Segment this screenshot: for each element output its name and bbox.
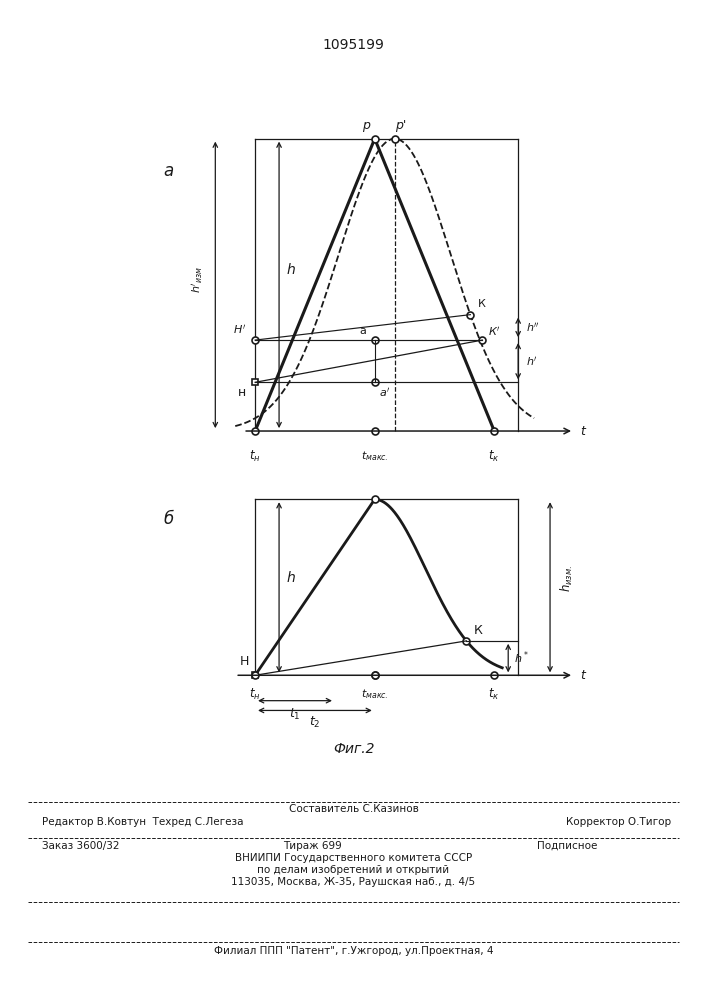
- Text: Заказ 3600/32: Заказ 3600/32: [42, 841, 120, 851]
- Text: Редактор В.Ковтун  Техред С.Легеза: Редактор В.Ковтун Техред С.Легеза: [42, 817, 244, 827]
- Text: р: р: [362, 119, 370, 132]
- Text: К: К: [477, 299, 486, 309]
- Text: t: t: [580, 669, 585, 682]
- Text: $t_1$: $t_1$: [289, 707, 301, 722]
- Text: $t_н$: $t_н$: [250, 687, 261, 702]
- Text: $h^*$: $h^*$: [514, 650, 529, 666]
- Text: $t_н$: $t_н$: [250, 449, 261, 464]
- Text: Подписное: Подписное: [537, 841, 597, 851]
- Text: н: н: [238, 386, 247, 399]
- Text: Составитель С.Казинов: Составитель С.Казинов: [288, 804, 419, 814]
- Text: h: h: [286, 571, 295, 585]
- Text: а: а: [359, 326, 366, 336]
- Text: б: б: [163, 510, 174, 528]
- Text: h: h: [286, 263, 295, 277]
- Text: $h''$: $h''$: [526, 321, 540, 334]
- Text: Фиг.2: Фиг.2: [333, 742, 374, 756]
- Text: а: а: [163, 162, 174, 180]
- Text: $t_2$: $t_2$: [309, 715, 321, 730]
- Text: Тираж 699: Тираж 699: [283, 841, 341, 851]
- Text: $H'$: $H'$: [233, 323, 247, 336]
- Text: $t_{макс.}$: $t_{макс.}$: [361, 449, 389, 463]
- Text: Н: Н: [240, 655, 249, 668]
- Text: t: t: [580, 425, 585, 438]
- Text: $t_{макс.}$: $t_{макс.}$: [361, 687, 389, 701]
- Text: Филиал ППП "Патент", г.Ужгород, ул.Проектная, 4: Филиал ППП "Патент", г.Ужгород, ул.Проек…: [214, 946, 493, 956]
- Text: $h_{изм.}$: $h_{изм.}$: [559, 565, 575, 592]
- Text: ВНИИПИ Государственного комитета СССР: ВНИИПИ Государственного комитета СССР: [235, 853, 472, 863]
- Text: р': р': [395, 119, 406, 132]
- Text: К: К: [474, 624, 482, 637]
- Text: Корректор О.Тигор: Корректор О.Тигор: [566, 817, 671, 827]
- Text: по делам изобретений и открытий: по делам изобретений и открытий: [257, 865, 450, 875]
- Text: $t_к$: $t_к$: [489, 449, 500, 464]
- Text: $а'$: $а'$: [380, 386, 391, 399]
- Text: 113035, Москва, Ж-35, Раушская наб., д. 4/5: 113035, Москва, Ж-35, Раушская наб., д. …: [231, 877, 476, 887]
- Text: $h'_{изм}$: $h'_{изм}$: [191, 265, 205, 293]
- Text: $t_к$: $t_к$: [489, 687, 500, 702]
- Text: 1095199: 1095199: [322, 38, 385, 52]
- Text: $К'$: $К'$: [489, 325, 501, 338]
- Text: $h'$: $h'$: [526, 355, 538, 368]
